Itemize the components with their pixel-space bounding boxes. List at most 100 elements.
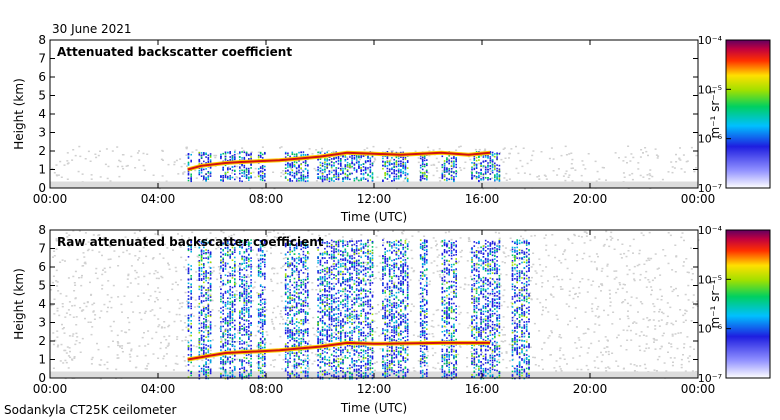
noise-speck [268, 240, 271, 242]
signal-speck [209, 288, 212, 291]
noise-speck [236, 340, 239, 343]
signal-speck [257, 156, 260, 158]
noise-speck [59, 360, 62, 362]
signal-speck [229, 274, 231, 277]
signal-speck [231, 360, 234, 362]
signal-speck [234, 178, 236, 181]
signal-speck [333, 176, 335, 178]
signal-speck [198, 163, 201, 165]
noise-speck [111, 150, 114, 152]
noise-speck [183, 360, 186, 362]
signal-speck [205, 371, 207, 373]
signal-speck [241, 279, 243, 281]
signal-speck [264, 176, 266, 178]
signal-speck [220, 292, 222, 295]
noise-speck [87, 321, 90, 323]
noise-speck [517, 152, 520, 155]
noise-speck [188, 237, 190, 239]
noise-speck [455, 269, 458, 272]
signal-speck [353, 179, 356, 182]
noise-speck [260, 358, 263, 360]
noise-speck [270, 278, 272, 281]
noise-speck [657, 320, 660, 322]
noise-speck [667, 232, 670, 234]
noise-speck [432, 174, 435, 177]
noise-speck [515, 256, 518, 258]
signal-speck [207, 308, 210, 310]
signal-speck [239, 373, 241, 376]
signal-speck [200, 152, 203, 154]
signal-speck [222, 313, 224, 315]
signal-speck [423, 157, 426, 159]
signal-speck [388, 163, 391, 166]
signal-speck [287, 154, 289, 156]
signal-speck [241, 317, 243, 319]
signal-speck [229, 356, 231, 358]
noise-speck [573, 233, 576, 236]
signal-speck [353, 167, 356, 169]
signal-speck [324, 175, 326, 178]
noise-speck [112, 340, 114, 342]
noise-speck [136, 355, 139, 357]
noise-speck [647, 279, 650, 281]
noise-speck [477, 302, 480, 304]
noise-speck [219, 286, 222, 288]
signal-speck [317, 151, 319, 154]
signal-speck [353, 169, 356, 171]
signal-speck [250, 357, 252, 360]
noise-speck [55, 237, 58, 240]
noise-speck [116, 357, 119, 359]
signal-speck [227, 307, 229, 310]
noise-speck [522, 147, 525, 149]
noise-speck [649, 169, 652, 171]
noise-speck [127, 317, 129, 319]
signal-speck [241, 363, 243, 365]
noise-speck [236, 153, 239, 155]
signal-speck [207, 172, 210, 174]
noise-speck [173, 161, 176, 163]
noise-speck [97, 234, 100, 237]
noise-speck [684, 293, 687, 296]
noise-speck [172, 369, 175, 371]
noise-speck [671, 166, 674, 168]
noise-speck [365, 264, 368, 266]
signal-speck [231, 243, 234, 246]
noise-speck [376, 176, 379, 178]
noise-speck [273, 236, 276, 238]
signal-speck [231, 322, 234, 324]
noise-speck [644, 147, 647, 149]
signal-speck [234, 260, 236, 263]
signal-speck [243, 287, 246, 290]
signal-speck [239, 323, 241, 326]
noise-speck [374, 331, 377, 333]
signal-speck [257, 320, 260, 323]
signal-speck [471, 174, 473, 176]
noise-speck [683, 261, 685, 263]
noise-speck [390, 352, 393, 355]
noise-speck [118, 255, 121, 258]
signal-speck [248, 312, 250, 314]
noise-speck [333, 332, 336, 334]
signal-speck [190, 240, 192, 243]
signal-speck [209, 328, 212, 331]
signal-speck [482, 173, 485, 175]
noise-speck [675, 161, 678, 163]
signal-speck [355, 162, 358, 164]
signal-speck [198, 260, 201, 262]
signal-speck [243, 369, 246, 372]
signal-speck [471, 167, 473, 169]
signal-speck [298, 160, 300, 162]
signal-speck [384, 164, 386, 167]
signal-speck [227, 347, 229, 349]
noise-speck [99, 176, 102, 178]
noise-speck [690, 278, 693, 281]
noise-speck [597, 367, 600, 369]
signal-speck [453, 171, 455, 173]
noise-speck [520, 235, 522, 238]
noise-speck [504, 340, 507, 342]
noise-speck [436, 270, 439, 273]
noise-speck [593, 331, 596, 333]
noise-speck [101, 243, 104, 246]
noise-speck [659, 288, 662, 291]
noise-speck [143, 169, 146, 171]
